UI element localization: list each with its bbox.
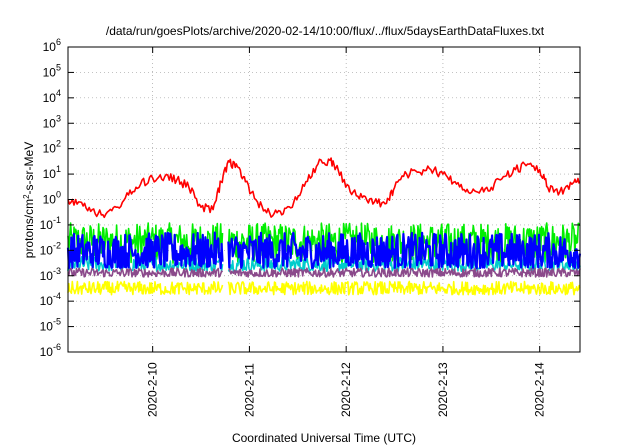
y-axis-label-base: protons/cm [22, 199, 36, 258]
y-tick-label: 104 [43, 88, 61, 105]
y-tick-label: 100 [43, 190, 61, 207]
x-axis: 2020-2-10 2020-2-11 2020-2-12 2020-2-13 2020… [146, 47, 547, 417]
y-tick-label-base: 10 [43, 91, 57, 105]
series-line [67, 267, 581, 278]
y-tick-label-base: 10 [40, 218, 54, 232]
chart-title: /data/run/goesPlots/archive/2020-02-14/1… [106, 24, 545, 38]
y-tick-label-base: 10 [43, 193, 57, 207]
y-tick-label: 105 [43, 62, 61, 79]
y-tick-label: 102 [43, 139, 61, 156]
y-tick-label: 10-6 [40, 342, 61, 359]
x-tick-label: 2020-2-12 [339, 362, 353, 417]
y-tick-label-base: 10 [43, 142, 57, 156]
y-tick-label: 10-2 [40, 240, 61, 257]
x-tick-label: 2020-2-13 [436, 362, 450, 417]
y-tick-label-exp: -5 [53, 317, 61, 327]
x-tick-label: 2020-2-10 [146, 362, 160, 417]
y-tick-label-exp: -6 [53, 342, 61, 352]
x-axis-label: Coordinated Universal Time (UTC) [232, 431, 416, 445]
x-tick-label: 2020-2-11 [242, 363, 256, 417]
y-tick-label: 103 [43, 113, 61, 130]
y-tick-label-exp: -4 [53, 291, 61, 301]
y-tick-label-base: 10 [40, 345, 54, 359]
series-layer [66, 157, 582, 296]
y-tick-label-base: 10 [40, 294, 54, 308]
y-tick-label-exp: 0 [56, 190, 61, 200]
y-tick-label-exp: 3 [56, 113, 61, 123]
y-tick-label-base: 10 [43, 40, 57, 54]
y-tick-label: 106 [43, 37, 61, 54]
y-tick-label: 10-4 [40, 291, 61, 308]
y-axis-label-sup: 2 [22, 194, 31, 199]
y-tick-label-exp: 2 [56, 139, 61, 149]
y-tick-label-base: 10 [40, 320, 54, 334]
y-tick-label: 101 [43, 164, 61, 181]
y-tick-label-base: 10 [43, 65, 57, 79]
y-tick-label-exp: 4 [56, 88, 61, 98]
y-axis-label-rest: -s-sr-MeV [22, 142, 36, 195]
series-line [67, 280, 581, 296]
x-tick-label: 2020-2-14 [533, 362, 547, 417]
y-tick-label-base: 10 [40, 243, 54, 257]
series-line [66, 231, 582, 270]
series-line-red [67, 157, 581, 219]
y-axis-label: protons/cm2-s-sr-MeV [22, 142, 37, 258]
y-tick-label-base: 10 [40, 269, 54, 283]
y-tick-label-base: 10 [43, 116, 57, 130]
y-tick-label-exp: -1 [53, 215, 61, 225]
y-tick-label-exp: -2 [53, 240, 61, 250]
y-tick-label-base: 10 [43, 167, 57, 181]
y-tick-label-exp: 6 [56, 37, 61, 47]
y-tick-label-exp: 1 [56, 164, 61, 174]
y-tick-label-exp: 5 [56, 62, 61, 72]
y-tick-label-exp: -3 [53, 266, 61, 276]
y-tick-label: 10-1 [40, 215, 61, 232]
y-tick-label: 10-3 [40, 266, 61, 283]
y-axis: 10610510410310210110010-110-210-310-410-… [40, 37, 580, 359]
y-tick-label: 10-5 [40, 317, 61, 334]
